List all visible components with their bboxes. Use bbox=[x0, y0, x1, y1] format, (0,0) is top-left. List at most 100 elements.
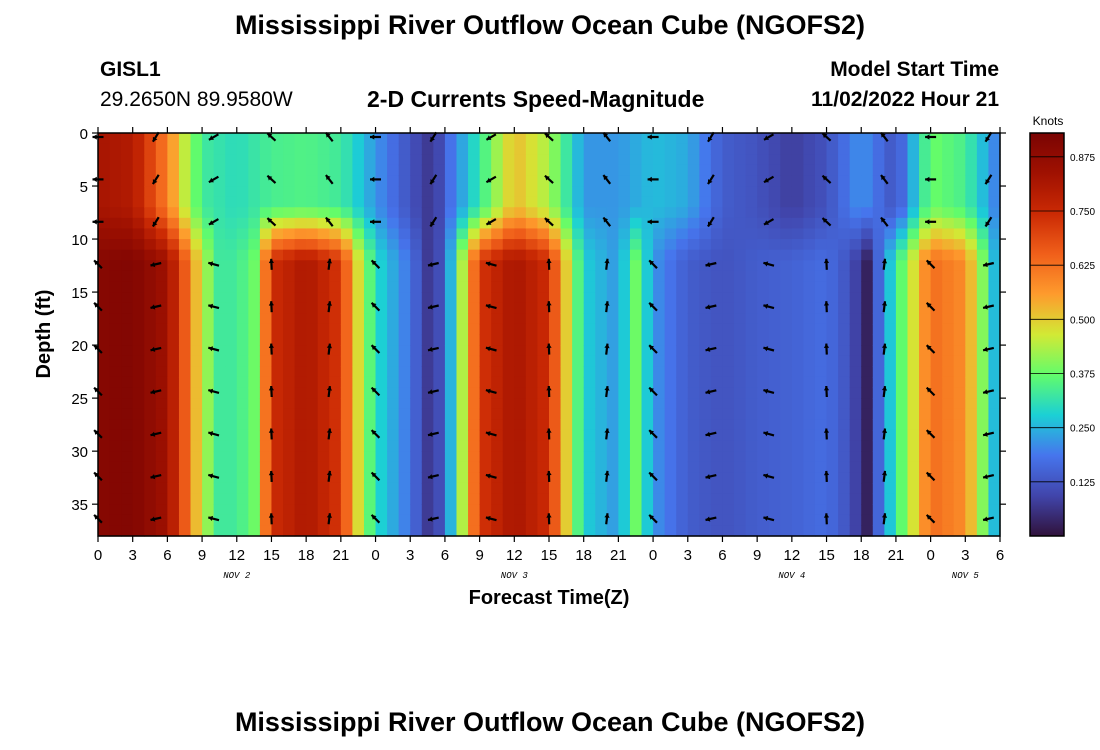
heatmap-cell bbox=[930, 398, 943, 410]
heatmap-cell bbox=[433, 355, 446, 367]
heatmap-cell bbox=[236, 143, 249, 155]
heatmap-cell bbox=[606, 175, 619, 187]
heatmap-cell bbox=[421, 313, 434, 325]
heatmap-cell bbox=[213, 292, 226, 304]
current-arrow bbox=[984, 174, 993, 185]
heatmap-cell bbox=[791, 249, 805, 261]
heatmap-cell bbox=[491, 323, 504, 336]
heatmap-cell bbox=[549, 493, 562, 505]
heatmap-cell bbox=[502, 472, 515, 484]
heatmap-cell bbox=[965, 451, 978, 463]
heatmap-cell bbox=[178, 345, 192, 357]
heatmap-cell bbox=[456, 143, 469, 155]
heatmap-cell bbox=[375, 302, 388, 314]
heatmap-cell bbox=[537, 292, 550, 304]
heatmap-cell bbox=[340, 482, 354, 495]
heatmap-cell bbox=[421, 451, 434, 463]
heatmap-cell bbox=[872, 164, 885, 177]
heatmap-cell bbox=[653, 345, 666, 357]
heatmap-cell bbox=[202, 366, 215, 378]
heatmap-cell bbox=[387, 207, 400, 219]
heatmap-cell bbox=[155, 366, 168, 378]
heatmap-cell bbox=[861, 196, 874, 208]
heatmap-cell bbox=[849, 323, 862, 336]
heatmap-cell bbox=[861, 398, 874, 410]
heatmap-cell bbox=[109, 440, 122, 452]
heatmap-cell bbox=[421, 376, 434, 389]
heatmap-cell bbox=[803, 366, 816, 378]
heatmap-cell bbox=[178, 196, 192, 208]
heatmap-cell bbox=[872, 525, 885, 537]
colorbar-tick-label: 0.125 bbox=[1070, 478, 1095, 489]
heatmap-cell bbox=[329, 302, 342, 314]
heatmap-cell bbox=[676, 292, 689, 304]
heatmap-cell bbox=[907, 461, 920, 473]
heatmap-cell bbox=[375, 228, 388, 240]
heatmap-cell bbox=[907, 228, 920, 240]
current-arrow bbox=[485, 133, 497, 141]
heatmap-cell bbox=[595, 408, 608, 420]
heatmap-cell bbox=[745, 228, 758, 240]
heatmap-cell bbox=[734, 154, 747, 166]
heatmap-cell bbox=[514, 302, 527, 314]
heatmap-cell bbox=[375, 133, 388, 145]
heatmap-cell bbox=[861, 313, 874, 325]
heatmap-cell bbox=[780, 408, 793, 420]
heatmap-cell bbox=[664, 175, 677, 187]
heatmap-cell bbox=[121, 493, 134, 505]
heatmap-cell bbox=[306, 461, 319, 473]
heatmap-cell bbox=[583, 355, 596, 367]
heatmap-cell bbox=[433, 493, 446, 505]
heatmap-cell bbox=[699, 355, 712, 367]
heatmap-cell bbox=[814, 345, 828, 357]
heatmap-cell bbox=[340, 175, 354, 187]
heatmap-cell bbox=[213, 228, 226, 240]
heatmap-cell bbox=[398, 398, 411, 410]
heatmap-cell bbox=[791, 408, 805, 420]
heatmap-cell bbox=[745, 514, 758, 526]
heatmap-cell bbox=[872, 323, 885, 336]
heatmap-cell bbox=[213, 345, 226, 357]
heatmap-cell bbox=[132, 514, 145, 526]
heatmap-cell bbox=[537, 133, 550, 145]
heatmap-cell bbox=[502, 493, 515, 505]
heatmap-cell bbox=[410, 217, 423, 230]
heatmap-cell bbox=[965, 281, 978, 293]
heatmap-cell bbox=[930, 504, 943, 516]
heatmap-cell bbox=[537, 313, 550, 325]
heatmap-cell bbox=[884, 186, 897, 198]
heatmap-cell bbox=[375, 398, 388, 410]
heatmap-cell bbox=[167, 302, 180, 314]
heatmap-cell bbox=[352, 440, 365, 452]
heatmap-cell bbox=[895, 514, 909, 526]
heatmap-cell bbox=[225, 366, 238, 378]
heatmap-cell bbox=[653, 355, 666, 367]
heatmap-cell bbox=[132, 323, 145, 336]
current-arrow bbox=[268, 470, 274, 482]
heatmap-cell bbox=[583, 260, 596, 272]
heatmap-cell bbox=[375, 175, 388, 187]
heatmap-cell bbox=[699, 482, 712, 495]
heatmap-cell bbox=[340, 196, 354, 208]
current-arrow bbox=[544, 217, 554, 227]
heatmap-cell bbox=[676, 207, 689, 219]
heatmap-cell bbox=[340, 323, 354, 336]
heatmap-cell bbox=[236, 419, 249, 431]
heatmap-cell bbox=[317, 228, 330, 240]
heatmap-cell bbox=[722, 355, 735, 367]
heatmap-cell bbox=[664, 239, 677, 251]
heatmap-cell bbox=[375, 387, 388, 399]
heatmap-cell bbox=[942, 398, 955, 410]
heatmap-cell bbox=[202, 217, 215, 230]
heatmap-cell bbox=[572, 440, 585, 452]
heatmap-cell bbox=[895, 207, 909, 219]
heatmap-cell bbox=[213, 260, 226, 272]
current-arrow bbox=[763, 346, 775, 352]
heatmap-cell bbox=[884, 355, 897, 367]
heatmap-cell bbox=[803, 323, 816, 336]
heatmap-cell bbox=[306, 514, 319, 526]
heatmap-cell bbox=[780, 196, 793, 208]
heatmap-cell bbox=[271, 249, 284, 261]
heatmap-cell bbox=[109, 398, 122, 410]
heatmap-cell bbox=[699, 451, 712, 463]
